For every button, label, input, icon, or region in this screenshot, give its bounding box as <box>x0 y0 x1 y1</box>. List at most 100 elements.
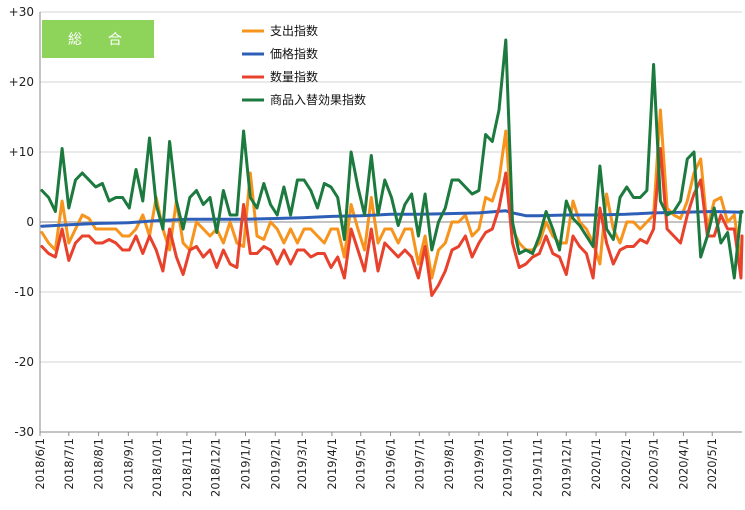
data-point-quantity <box>121 249 124 251</box>
data-point-substitution <box>202 203 205 206</box>
data-point-spend <box>478 228 480 230</box>
data-point-spend <box>343 256 346 258</box>
data-point-substitution <box>303 179 305 181</box>
data-point-substitution <box>592 245 594 248</box>
data-point-substitution <box>572 217 574 220</box>
data-point-quantity <box>511 242 514 244</box>
data-point-spend <box>578 221 581 223</box>
data-point-quantity <box>128 249 131 251</box>
data-point-substitution <box>424 193 426 195</box>
x-tick-label: 2018/12/1 <box>209 438 223 497</box>
data-point-spend <box>659 109 662 111</box>
data-point-quantity <box>417 277 420 279</box>
data-point-substitution <box>189 196 191 199</box>
data-point-quantity <box>605 242 608 244</box>
data-point-price <box>68 224 70 226</box>
data-point-spend <box>195 221 198 223</box>
data-point-substitution <box>417 235 420 237</box>
data-point-substitution <box>733 277 736 279</box>
data-point-quantity <box>612 263 615 265</box>
data-point-price <box>448 212 450 215</box>
data-point-quantity <box>726 228 729 230</box>
data-point-quantity <box>229 263 231 265</box>
data-point-quantity <box>518 266 520 269</box>
data-point-substitution <box>565 200 568 202</box>
data-point-quantity <box>720 214 722 216</box>
data-point-spend <box>222 242 225 244</box>
data-point-substitution <box>323 182 326 185</box>
y-tick-label: +20 <box>9 75 34 89</box>
data-point-quantity <box>343 277 346 279</box>
data-point-substitution <box>256 207 258 209</box>
data-point-substitution <box>505 39 507 41</box>
data-point-quantity <box>336 256 339 258</box>
x-tick-label: 2018/7/1 <box>62 438 76 490</box>
data-point-substitution <box>363 214 366 216</box>
data-point-substitution <box>741 210 743 213</box>
data-point-quantity <box>249 252 252 255</box>
data-point-quantity <box>578 245 581 248</box>
data-point-spend <box>68 242 70 244</box>
data-point-quantity <box>175 256 178 258</box>
data-point-quantity <box>296 249 299 251</box>
data-point-spend <box>108 228 110 230</box>
data-point-quantity <box>659 147 662 150</box>
data-point-spend <box>289 228 292 230</box>
legend-label-price: 価格指数 <box>270 46 318 61</box>
data-point-spend <box>484 196 487 199</box>
data-point-quantity <box>81 235 84 237</box>
data-point-substitution <box>451 179 453 181</box>
data-point-spend <box>471 235 473 237</box>
data-point-quantity <box>632 245 635 248</box>
data-point-spend <box>249 172 252 174</box>
data-point-spend <box>283 242 285 244</box>
data-point-substitution <box>679 200 682 202</box>
data-point-spend <box>679 217 682 220</box>
data-point-spend <box>316 235 319 237</box>
data-point-quantity <box>209 249 211 251</box>
data-point-quantity <box>457 245 460 248</box>
data-point-quantity <box>162 270 164 272</box>
data-point-spend <box>336 228 339 230</box>
legend-label-spend: 支出指数 <box>270 23 318 38</box>
data-point-quantity <box>619 249 621 251</box>
data-point-substitution <box>330 186 332 188</box>
data-point-price <box>97 222 100 225</box>
data-point-quantity <box>68 259 70 262</box>
data-point-spend <box>639 228 641 230</box>
data-point-quantity <box>740 277 742 279</box>
data-point-quantity <box>215 266 218 269</box>
data-point-quantity <box>189 249 191 251</box>
data-point-substitution <box>316 207 319 209</box>
x-tick-label: 2018/11/1 <box>180 438 194 497</box>
data-point-quantity <box>269 249 272 251</box>
x-tick-label: 2020/4/1 <box>676 438 690 490</box>
x-tick-label: 2019/1/1 <box>239 438 253 490</box>
data-point-spend <box>505 130 507 132</box>
data-point-substitution <box>263 182 265 185</box>
data-point-quantity <box>390 249 393 251</box>
legend-label-quantity: 数量指数 <box>270 69 318 84</box>
data-point-quantity <box>437 284 440 286</box>
data-point-substitution <box>168 140 171 143</box>
data-point-price <box>127 221 130 224</box>
data-point-substitution <box>148 137 151 139</box>
data-point-quantity <box>498 207 500 209</box>
data-point-substitution <box>289 214 292 216</box>
y-tick-label: +30 <box>9 5 34 19</box>
data-point-substitution <box>209 196 211 199</box>
data-point-quantity <box>54 256 57 258</box>
data-point-substitution <box>54 210 57 213</box>
y-tick-label: -30 <box>14 425 34 439</box>
data-point-quantity <box>646 242 648 244</box>
data-point-quantity <box>142 252 144 255</box>
x-tick-label: 2019/5/1 <box>354 438 368 490</box>
data-point-substitution <box>531 252 534 255</box>
data-point-substitution <box>552 228 554 230</box>
y-tick-label: -10 <box>14 285 34 299</box>
data-point-substitution <box>619 196 621 199</box>
legend: 支出指数 価格指数 数量指数 商品入替効果指数 <box>242 23 366 107</box>
data-point-substitution <box>182 228 184 230</box>
x-tick-label: 2018/8/1 <box>92 438 106 490</box>
